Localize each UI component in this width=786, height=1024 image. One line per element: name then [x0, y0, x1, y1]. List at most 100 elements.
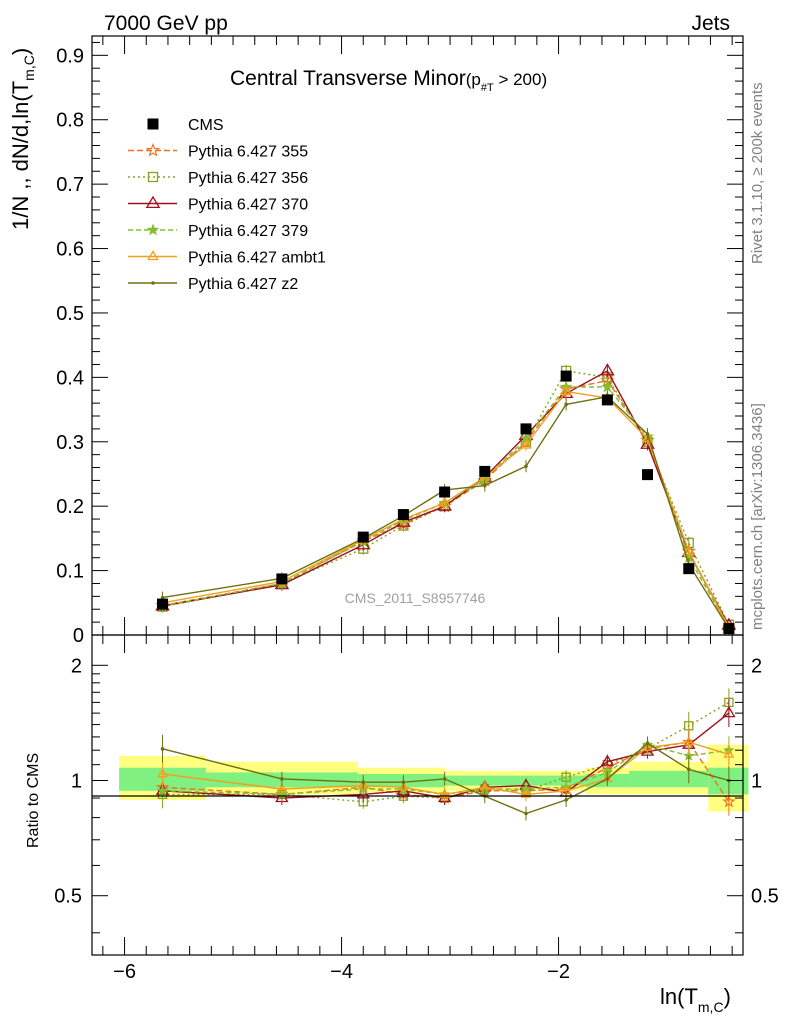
- main-point: [276, 573, 288, 585]
- legend-item: Pythia 6.427 z2: [128, 276, 298, 293]
- xlabel-close: ): [724, 984, 731, 1009]
- ratio-point: [439, 788, 451, 798]
- legend-title-sub-close: > 200): [494, 70, 547, 89]
- ratio-point: [397, 781, 409, 791]
- ratio-point: [524, 811, 528, 816]
- legend-item: Pythia 6.427 370: [128, 195, 308, 214]
- legend-item: Pythia 6.427 ambt1: [128, 250, 326, 267]
- ratio-point: [600, 754, 615, 766]
- main-ytick-label: 0.2: [56, 496, 84, 518]
- legend-label: CMS: [188, 117, 224, 134]
- ratio-ytick-label-right: 2: [751, 655, 762, 677]
- main-ytick-label: 0.9: [56, 45, 84, 67]
- xtick-label: −4: [330, 961, 353, 983]
- main-point: [438, 496, 451, 507]
- legend-label: Pythia 6.427 379: [188, 223, 308, 240]
- main-ytick-label: 0.1: [56, 561, 84, 583]
- ratio-point: [722, 794, 736, 808]
- legend-label: Pythia 6.427 355: [188, 144, 308, 161]
- main-ylabel-sub: m,C: [21, 55, 37, 81]
- legend-label: Pythia 6.427 356: [188, 170, 308, 187]
- main-ytick-label: 0.8: [56, 110, 84, 132]
- legend-marker: [145, 142, 161, 157]
- ratio-point: [157, 768, 168, 778]
- ratio-ytick-label: 2: [71, 655, 82, 677]
- ratio-ytick-label-right: 0.5: [751, 886, 779, 908]
- main-ytick-label: 0: [73, 625, 84, 647]
- legend: CMS Pythia 6.427 355 Pythia 6.427 356 Pythi…: [128, 117, 326, 293]
- main-series-cms: [157, 370, 735, 635]
- main-point: [601, 380, 614, 393]
- xlabel-text: ln(T: [660, 984, 698, 1009]
- legend-title: Central Transverse Minor(p#T > 200): [230, 67, 547, 94]
- ratio-point: [361, 780, 366, 784]
- main-point: [642, 469, 654, 481]
- main-ytick-label: 0.6: [56, 239, 84, 261]
- main-point: [520, 438, 532, 449]
- ratio-line: [162, 701, 730, 803]
- legend-marker: [147, 171, 159, 183]
- ratio-point: [276, 783, 288, 793]
- main-ytick-label: 0.5: [56, 303, 84, 325]
- main-series: [155, 363, 737, 636]
- ratio-point: [401, 780, 406, 784]
- xlabel-sub: m,C: [698, 999, 724, 1015]
- main-line: [162, 370, 730, 626]
- main-line: [162, 395, 730, 629]
- ratio-point: [605, 777, 610, 781]
- ratio-line: [162, 712, 730, 799]
- main-point: [600, 363, 615, 376]
- main-ytick-label: 0.4: [56, 367, 84, 389]
- main-point: [520, 423, 532, 435]
- legend-marker: [147, 250, 159, 261]
- main-point: [479, 465, 491, 477]
- band-inner-6: [629, 770, 709, 788]
- ratio-point: [683, 736, 695, 746]
- main-point: [524, 464, 528, 469]
- main-point: [601, 394, 613, 406]
- xlabel: ln(Tm,C): [660, 984, 731, 1015]
- legend-item: Pythia 6.427 379: [128, 223, 308, 240]
- main-point: [482, 483, 487, 488]
- main-point: [160, 595, 165, 600]
- ratio-point: [156, 784, 169, 796]
- main-point: [564, 402, 568, 407]
- ratio-frame: [91, 634, 744, 956]
- legend-label: Pythia 6.427 370: [188, 197, 308, 214]
- band-inner-2: [357, 773, 445, 788]
- ratio-series: [155, 688, 736, 821]
- main-line: [162, 386, 730, 628]
- legend-label: Pythia 6.427 ambt1: [188, 250, 326, 267]
- main-point: [439, 486, 451, 498]
- header-energy: 7000 GeV pp: [104, 12, 228, 35]
- main-ylabel-text: 1/N ,, dN/d,ln(T: [8, 81, 33, 230]
- main-point: [157, 598, 169, 610]
- main-ytick-label: 0.3: [56, 432, 84, 454]
- legend-title-main: Central Transverse Minor: [230, 67, 466, 90]
- xtick-label: −2: [547, 961, 570, 983]
- xtick-label: −6: [113, 961, 136, 983]
- ratio-ytick-label: 1: [71, 771, 82, 793]
- main-point: [683, 563, 695, 575]
- ratio-point: [564, 798, 568, 802]
- main-point: [645, 432, 650, 436]
- ratio-point: [280, 777, 284, 781]
- main-point: [560, 385, 573, 396]
- ratio-line: [162, 741, 730, 796]
- header-jets: Jets: [691, 12, 730, 35]
- ratio-ylabel: Ratio to CMS: [25, 753, 42, 848]
- main-ylabel-close: ): [8, 48, 33, 55]
- main-point: [560, 370, 572, 382]
- main-point: [357, 531, 369, 543]
- ratio-point: [442, 777, 447, 781]
- analysis-watermark: CMS_2011_S8957746: [345, 590, 486, 606]
- axis-ticks: 0 0.1 0.2 0.3 0.4 0.5 0.6 0.7 0.8 0.9 −6 −4 −2 0.5 0.5…: [54, 36, 779, 983]
- legend-marker: [147, 118, 159, 130]
- main-line: [162, 369, 730, 626]
- main-point: [682, 544, 695, 555]
- ratio-point: [723, 748, 735, 758]
- legend-item: Pythia 6.427 355: [128, 142, 308, 161]
- side-mcplots: mcplots.cern.ch [arXiv:1306.3436]: [749, 403, 766, 630]
- main-point: [641, 432, 654, 443]
